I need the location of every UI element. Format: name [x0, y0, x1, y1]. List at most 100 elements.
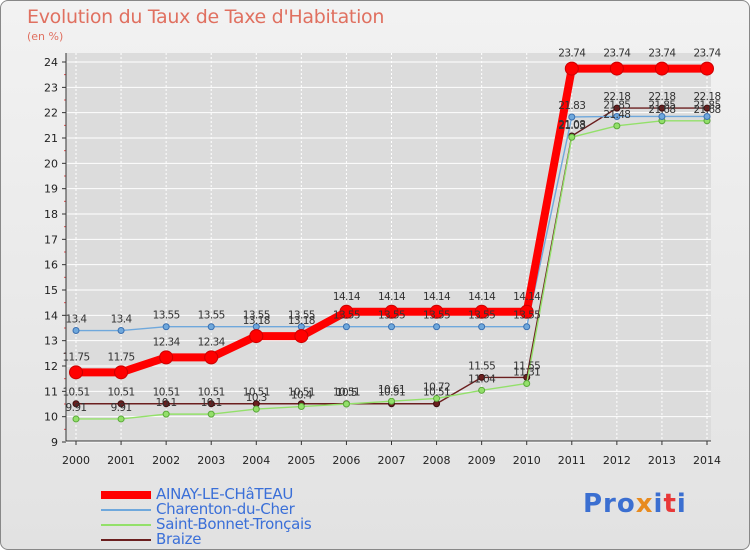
data-label: 13.55 — [333, 310, 360, 322]
legend-swatch-braize — [101, 539, 151, 541]
data-label: 10.51 — [378, 387, 405, 399]
x-tick-label: 2006 — [332, 454, 360, 467]
logo-part: Pro — [583, 489, 636, 519]
y-unit-label: (en %) — [27, 30, 64, 43]
data-point — [117, 327, 125, 335]
data-point — [162, 410, 170, 418]
y-tick-label: 19 — [44, 183, 58, 196]
y-tick-label: 23 — [44, 81, 58, 94]
data-label: 21.68 — [648, 104, 675, 116]
data-point — [159, 350, 174, 365]
data-point — [703, 112, 711, 120]
data-point — [204, 350, 219, 365]
data-point — [700, 61, 714, 76]
data-point — [162, 323, 170, 331]
data-label: 14.14 — [333, 291, 361, 303]
data-point — [207, 400, 215, 408]
data-label: 13.4 — [66, 314, 88, 326]
data-point — [429, 304, 444, 319]
data-label: 21.85 — [693, 99, 720, 111]
plot-area — [66, 53, 711, 441]
y-tick-label: 12 — [44, 360, 58, 373]
data-point — [703, 104, 711, 112]
x-tick-label: 2005 — [287, 454, 315, 467]
data-label: 10.3 — [246, 392, 267, 404]
data-point — [564, 61, 579, 76]
data-point — [523, 379, 531, 387]
logo-part: x — [635, 489, 654, 519]
proxiti-logo[interactable]: Proxiti — [583, 489, 687, 519]
data-point — [613, 122, 621, 130]
data-label: 12.34 — [198, 336, 226, 348]
data-label: 23.74 — [603, 48, 631, 60]
data-point — [433, 394, 441, 402]
data-point — [114, 365, 129, 380]
data-label: 11.75 — [108, 351, 135, 363]
data-label: 10.51 — [333, 387, 360, 399]
data-point — [478, 373, 486, 381]
data-point — [523, 323, 531, 331]
data-label: 14.14 — [423, 291, 451, 303]
x-tick-label: 2010 — [513, 454, 541, 467]
data-point — [69, 365, 83, 380]
logo-part: i — [653, 489, 664, 519]
data-point — [658, 104, 666, 112]
data-point — [388, 397, 395, 405]
data-label: 12.34 — [153, 336, 181, 348]
data-label: 10.51 — [108, 387, 135, 399]
data-label: 13.55 — [288, 310, 315, 322]
y-tick-label: 11 — [44, 385, 58, 398]
data-point — [162, 400, 170, 408]
legend-swatch-ainay — [101, 491, 151, 499]
data-label: 9.91 — [66, 402, 87, 414]
data-label: 13.55 — [513, 310, 540, 322]
data-label: 11.04 — [468, 373, 496, 385]
x-tick-label: 2008 — [423, 454, 451, 467]
data-point — [72, 415, 80, 423]
data-label: 21.85 — [648, 99, 675, 111]
data-point — [207, 323, 215, 331]
x-tick-label: 2012 — [603, 454, 631, 467]
data-point — [117, 415, 125, 423]
y-tick-label: 13 — [44, 335, 58, 348]
data-point — [613, 104, 621, 112]
data-label: 10.1 — [201, 397, 222, 409]
data-label: 11.31 — [513, 366, 540, 378]
data-point — [568, 113, 576, 121]
x-tick-label: 2002 — [152, 454, 180, 467]
data-point — [613, 112, 621, 120]
y-tick-label: 16 — [44, 259, 58, 272]
data-point — [433, 323, 441, 331]
data-point — [342, 323, 350, 331]
data-label: 10.1 — [156, 397, 177, 409]
data-point — [478, 386, 486, 394]
data-label: 10.51 — [243, 387, 270, 399]
data-label: 13.18 — [288, 315, 315, 327]
data-label: 11.55 — [468, 360, 495, 372]
data-label: 13.55 — [243, 310, 270, 322]
data-point — [297, 403, 305, 411]
legend-label-braize: Braize — [156, 530, 202, 548]
x-tick-label: 2003 — [197, 454, 225, 467]
data-point — [294, 329, 309, 344]
data-label: 21.85 — [603, 99, 630, 111]
data-point — [252, 405, 260, 413]
data-label: 14.14 — [513, 291, 541, 303]
data-label: 9.91 — [111, 402, 132, 414]
data-label: 10.61 — [378, 384, 405, 396]
data-point — [474, 304, 489, 319]
y-tick-label: 14 — [44, 309, 58, 322]
data-label: 11.75 — [62, 351, 89, 363]
data-label: 22.18 — [693, 91, 720, 103]
data-point — [568, 133, 576, 141]
legend-label-charenton: Charenton-du-Cher — [156, 500, 295, 518]
data-label: 10.5 — [336, 387, 357, 399]
data-label: 10.4 — [291, 390, 313, 402]
data-point — [658, 112, 666, 120]
y-tick-label: 15 — [44, 284, 58, 297]
data-label: 10.51 — [288, 387, 315, 399]
y-tick-label: 20 — [44, 157, 58, 170]
data-point — [384, 304, 399, 319]
